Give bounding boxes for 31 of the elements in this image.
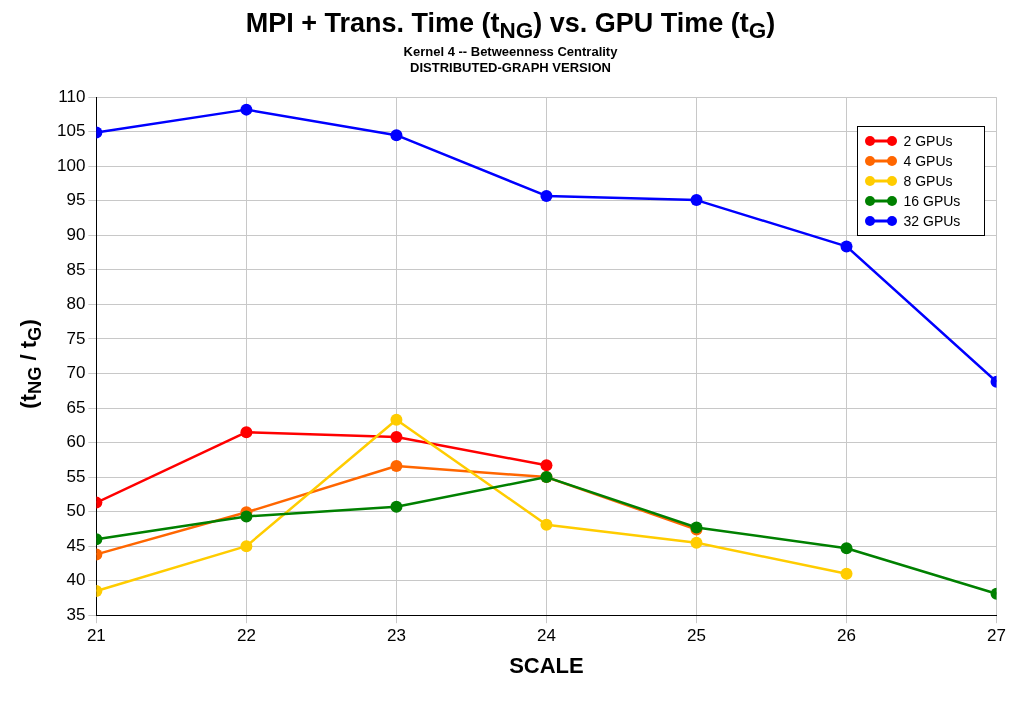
- y-tick-label: 45: [66, 536, 86, 556]
- y-tick-label: 75: [66, 329, 86, 349]
- legend-label: 32 GPUs: [903, 212, 961, 229]
- legend-label: 4 GPUs: [903, 152, 953, 169]
- y-tick-label: 50: [66, 501, 86, 521]
- x-tick-label: 27: [987, 626, 1007, 646]
- x-tick-label: 25: [687, 626, 706, 646]
- y-tick-label: 65: [66, 398, 86, 418]
- y-tick-label: 85: [66, 259, 86, 279]
- x-tick-label: 21: [86, 626, 106, 646]
- y-tick-label: 70: [66, 363, 86, 383]
- y-tick-label: 105: [56, 121, 86, 141]
- x-tick-label: 22: [236, 626, 256, 646]
- legend-label: 16 GPUs: [903, 192, 961, 209]
- y-tick-label: 55: [66, 467, 86, 487]
- y-tick-label: 60: [66, 432, 86, 452]
- x-axis-title: SCALE: [509, 653, 584, 679]
- x-tick-label: 26: [837, 626, 856, 646]
- x-tick-label: 23: [386, 626, 406, 646]
- y-tick-label: 95: [66, 190, 86, 210]
- legend-label: 8 GPUs: [903, 172, 953, 189]
- x-tick-label: 24: [536, 626, 556, 646]
- y-tick-label: 40: [66, 570, 86, 590]
- y-tick-label: 110: [58, 87, 86, 107]
- chart-subtitle: Kernel 4 -- Betweenness Centrality DISTRIBUTED-GRAPH VERSION: [402, 44, 619, 77]
- y-tick-label: 100: [56, 156, 86, 176]
- y-tick-label: 35: [66, 605, 86, 625]
- legend-label: 2 GPUs: [903, 132, 953, 149]
- y-tick-label: 90: [66, 225, 86, 245]
- y-tick-label: 80: [66, 294, 86, 314]
- chart-title: MPI + Trans. Time (t$_{NG}$) vs. GPU Time (t$_{G}$): [244, 8, 777, 45]
